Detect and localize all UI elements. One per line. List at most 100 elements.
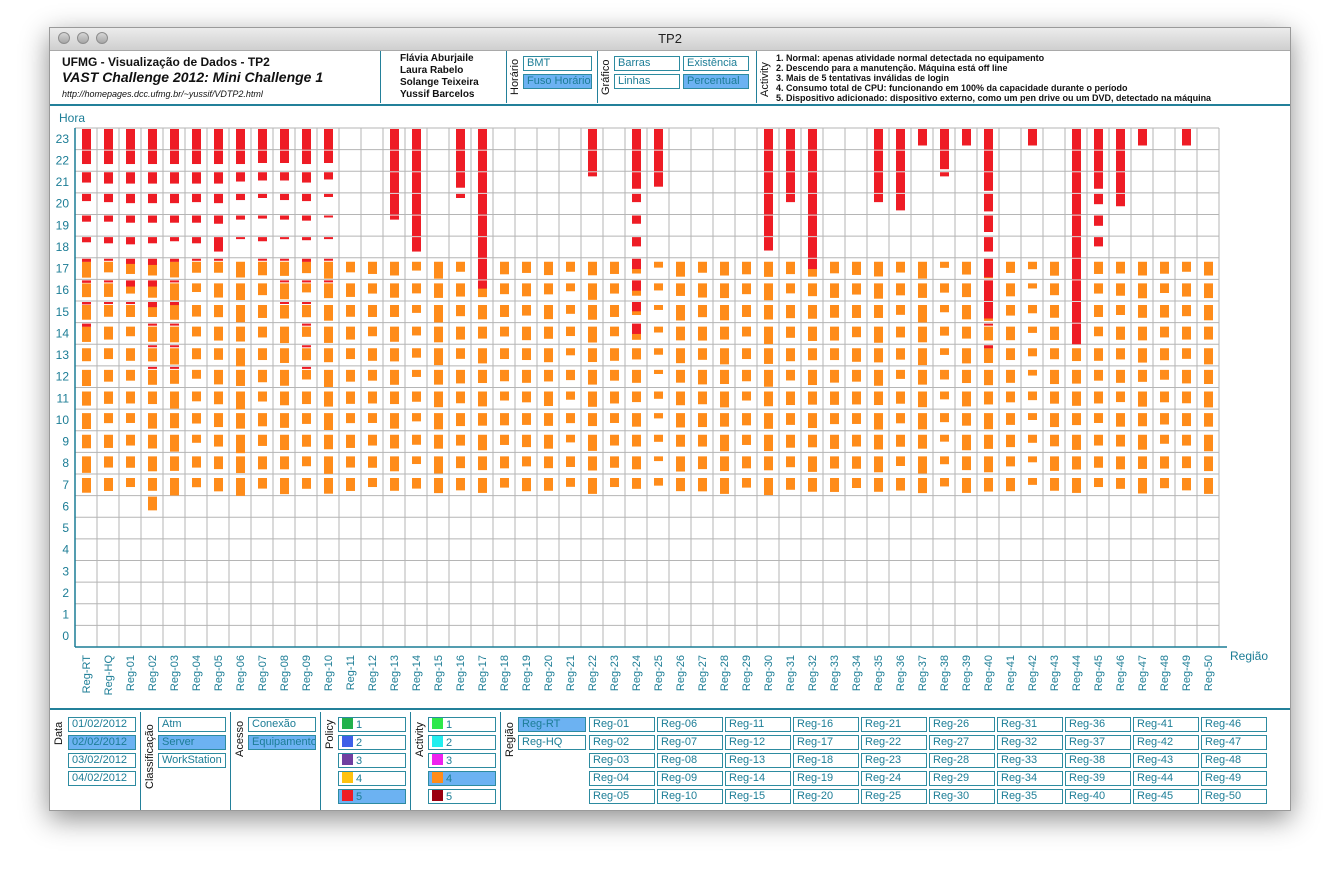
horario-option-bmt[interactable]: BMT: [523, 56, 592, 71]
orange-bar: [918, 478, 927, 494]
regiao-option-reg-24[interactable]: Reg-24: [861, 771, 927, 786]
regiao-option-reg-10[interactable]: Reg-10: [657, 789, 723, 804]
grafico-option-barras[interactable]: Barras: [614, 56, 680, 71]
classificacao-option-workstation[interactable]: WorkStation: [158, 753, 226, 768]
regiao-option-reg-22[interactable]: Reg-22: [861, 735, 927, 750]
grafico-option-linhas[interactable]: Linhas: [614, 74, 680, 89]
regiao-option-reg-09[interactable]: Reg-09: [657, 771, 723, 786]
regiao-option-reg-01[interactable]: Reg-01: [589, 717, 655, 732]
regiao-option-reg-18[interactable]: Reg-18: [793, 753, 859, 768]
regiao-option-reg-27[interactable]: Reg-27: [929, 735, 995, 750]
regiao-option-reg-30[interactable]: Reg-30: [929, 789, 995, 804]
y-tick-label: 5: [62, 521, 69, 535]
acesso-option-conexão[interactable]: Conexão: [248, 717, 316, 732]
policy-option-4[interactable]: 4: [338, 771, 406, 786]
activity-option-1[interactable]: 1: [428, 717, 496, 732]
button-label: Fuso Horário: [527, 75, 591, 87]
orange-bar: [852, 348, 861, 362]
regiao-option-reg-25[interactable]: Reg-25: [861, 789, 927, 804]
grafico-option-percentual[interactable]: Percentual: [683, 74, 749, 89]
regiao-option-reg-50[interactable]: Reg-50: [1201, 789, 1267, 804]
classificacao-option-atm[interactable]: Atm: [158, 717, 226, 732]
regiao-option-reg-12[interactable]: Reg-12: [725, 735, 791, 750]
classificacao-option-server[interactable]: Server: [158, 735, 226, 750]
orange-bar: [918, 326, 927, 343]
regiao-option-reg-05[interactable]: Reg-05: [589, 789, 655, 804]
orange-bar: [390, 305, 399, 317]
orange-bar: [456, 305, 465, 317]
orange-bar: [1072, 369, 1081, 384]
policy-option-2[interactable]: 2: [338, 735, 406, 750]
regiao-option-reg-35[interactable]: Reg-35: [997, 789, 1063, 804]
regiao-option-reg-39[interactable]: Reg-39: [1065, 771, 1131, 786]
activity-option-4[interactable]: 4: [428, 771, 496, 786]
regiao-option-reg-13[interactable]: Reg-13: [725, 753, 791, 768]
regiao-option-reg-03[interactable]: Reg-03: [589, 753, 655, 768]
regiao-option-reg-38[interactable]: Reg-38: [1065, 753, 1131, 768]
close-window-icon[interactable]: [58, 32, 70, 44]
regiao-option-reg-44[interactable]: Reg-44: [1133, 771, 1199, 786]
orange-bar: [104, 391, 113, 404]
regiao-option-reg-19[interactable]: Reg-19: [793, 771, 859, 786]
policy-option-1[interactable]: 1: [338, 717, 406, 732]
regiao-option-reg-hq[interactable]: Reg-HQ: [518, 735, 586, 750]
regiao-option-reg-41[interactable]: Reg-41: [1133, 717, 1199, 732]
regiao-option-reg-11[interactable]: Reg-11: [725, 717, 791, 732]
activity-option-3[interactable]: 3: [428, 753, 496, 768]
regiao-option-reg-45[interactable]: Reg-45: [1133, 789, 1199, 804]
regiao-option-reg-26[interactable]: Reg-26: [929, 717, 995, 732]
regiao-option-reg-14[interactable]: Reg-14: [725, 771, 791, 786]
regiao-option-reg-33[interactable]: Reg-33: [997, 753, 1063, 768]
orange-bar: [346, 326, 355, 340]
regiao-option-reg-29[interactable]: Reg-29: [929, 771, 995, 786]
orange-bar: [544, 391, 553, 407]
regiao-option-reg-48[interactable]: Reg-48: [1201, 753, 1267, 768]
regiao-option-reg-34[interactable]: Reg-34: [997, 771, 1063, 786]
minimize-window-icon[interactable]: [77, 32, 89, 44]
policy-option-3[interactable]: 3: [338, 753, 406, 768]
activity-option-5[interactable]: 5: [428, 789, 496, 804]
regiao-option-reg-16[interactable]: Reg-16: [793, 717, 859, 732]
regiao-option-reg-02[interactable]: Reg-02: [589, 735, 655, 750]
regiao-option-reg-49[interactable]: Reg-49: [1201, 771, 1267, 786]
date-option[interactable]: 01/02/2012: [68, 717, 136, 732]
date-option[interactable]: 02/02/2012: [68, 735, 136, 750]
regiao-option-reg-08[interactable]: Reg-08: [657, 753, 723, 768]
orange-bar: [104, 434, 113, 448]
red-bar: [236, 150, 245, 165]
zoom-window-icon[interactable]: [96, 32, 108, 44]
regiao-option-reg-04[interactable]: Reg-04: [589, 771, 655, 786]
regiao-option-reg-21[interactable]: Reg-21: [861, 717, 927, 732]
regiao-option-reg-42[interactable]: Reg-42: [1133, 735, 1199, 750]
activity-option-2[interactable]: 2: [428, 735, 496, 750]
regiao-option-reg-31[interactable]: Reg-31: [997, 717, 1063, 732]
regiao-option-reg-17[interactable]: Reg-17: [793, 735, 859, 750]
regiao-option-reg-32[interactable]: Reg-32: [997, 735, 1063, 750]
horario-option-fuso-horário[interactable]: Fuso Horário: [523, 74, 592, 89]
policy-option-5[interactable]: 5: [338, 789, 406, 804]
regiao-option-reg-20[interactable]: Reg-20: [793, 789, 859, 804]
regiao-option-reg-15[interactable]: Reg-15: [725, 789, 791, 804]
regiao-option-reg-46[interactable]: Reg-46: [1201, 717, 1267, 732]
orange-bar: [258, 391, 267, 402]
regiao-option-reg-06[interactable]: Reg-06: [657, 717, 723, 732]
regiao-option-reg-07[interactable]: Reg-07: [657, 735, 723, 750]
grafico-option-existência[interactable]: Existência: [683, 56, 749, 71]
acesso-option-equipamento[interactable]: Equipamento: [248, 735, 316, 750]
regiao-option-reg-36[interactable]: Reg-36: [1065, 717, 1131, 732]
regiao-option-reg-rt[interactable]: Reg-RT: [518, 717, 586, 732]
project-url[interactable]: http://homepages.dcc.ufmg.br/~yussif/VDT…: [62, 89, 263, 99]
date-option[interactable]: 03/02/2012: [68, 753, 136, 768]
date-option[interactable]: 04/02/2012: [68, 771, 136, 786]
red-bar: [1182, 129, 1191, 146]
filter-divider: [320, 712, 321, 810]
orange-bar: [1182, 456, 1191, 469]
regiao-option-reg-23[interactable]: Reg-23: [861, 753, 927, 768]
regiao-option-reg-40[interactable]: Reg-40: [1065, 789, 1131, 804]
regiao-option-reg-47[interactable]: Reg-47: [1201, 735, 1267, 750]
regiao-option-reg-28[interactable]: Reg-28: [929, 753, 995, 768]
orange-bar: [1204, 369, 1213, 385]
regiao-option-reg-43[interactable]: Reg-43: [1133, 753, 1199, 768]
red-bar: [1116, 172, 1125, 193]
regiao-option-reg-37[interactable]: Reg-37: [1065, 735, 1131, 750]
